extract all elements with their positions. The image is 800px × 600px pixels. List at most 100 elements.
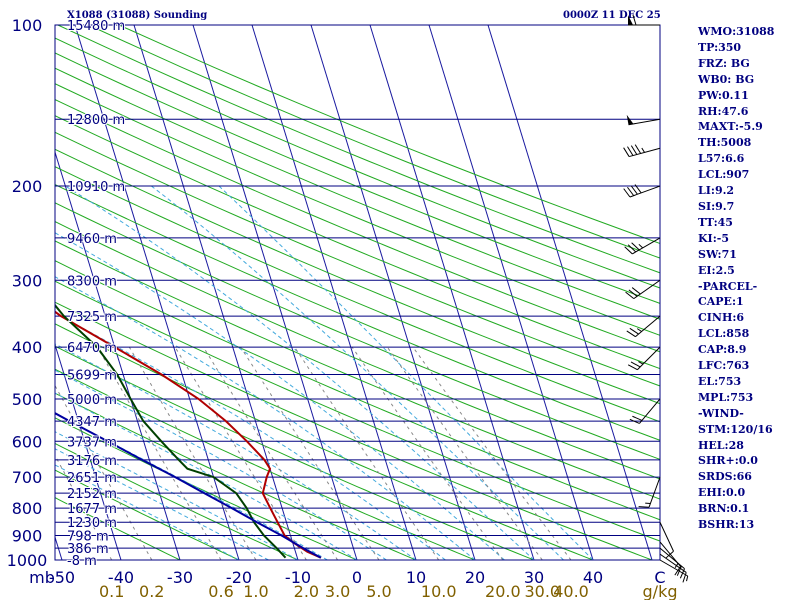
wind-barb: [623, 184, 661, 198]
wind-barb-half-feather: [686, 575, 689, 582]
mixing-ratio-label: 20.0: [485, 582, 521, 600]
height-label: 2152 m: [67, 487, 117, 502]
height-label: 4347 m: [67, 415, 117, 430]
index-item: WB0: BG: [698, 72, 755, 86]
pressure-tick-label: 300: [12, 271, 43, 290]
wind-barb: [659, 547, 685, 579]
wind-barb-half-feather: [638, 243, 644, 249]
index-item: FRZ: BG: [698, 56, 750, 70]
wind-barb-feather: [629, 418, 640, 424]
moist-adiabat: [151, 185, 564, 560]
pressure-tick-label: 400: [12, 338, 43, 357]
wind-barb-shaft: [637, 346, 661, 371]
isotherm-line: [192, 25, 358, 560]
wind-barb-feather: [630, 361, 641, 368]
mixing-ratio-label: 2.0: [294, 582, 319, 600]
temperature-tick-label: -50: [49, 568, 75, 587]
mixing-ratio-line: [128, 346, 257, 560]
pressure-tick-label: 500: [12, 390, 43, 409]
wind-barb-half-feather: [636, 328, 642, 332]
wind-barb: [625, 279, 661, 300]
index-item: SRDS:66: [698, 470, 752, 484]
wind-barb: [626, 315, 661, 338]
pressure-tick-label: 700: [12, 468, 43, 487]
temperature-tick-label: 0: [352, 568, 362, 587]
wind-barb-feather: [634, 144, 642, 154]
wind-barb-feather: [624, 246, 633, 255]
indices-panel: WMO:31088 TP:350 FRZ: BG WB0: BG PW:0.11 RH:4…: [698, 24, 798, 533]
pressure-tick-label: 100: [12, 16, 43, 35]
wind-barb-feather: [634, 184, 642, 194]
wind-barb-shaft: [659, 553, 687, 573]
wind-barb: [629, 398, 661, 424]
wind-barb-flag: [628, 15, 633, 25]
height-label: -8 m: [67, 554, 97, 569]
pressure-tick-label: 800: [12, 499, 43, 518]
index-item: TH:5008: [698, 136, 752, 150]
temperature-tick-label: 10: [406, 568, 426, 587]
index-item: LCL:907: [698, 168, 750, 182]
height-label: 7325 m: [67, 310, 117, 325]
wind-barb-half-feather: [674, 563, 679, 568]
wind-barb-shaft: [632, 237, 661, 255]
isotherm-line: [133, 25, 299, 560]
mixing-ratio-label: 1.0: [243, 582, 268, 600]
wind-barb-feather: [628, 289, 638, 297]
index-item: EI:2.5: [698, 263, 735, 277]
wind-barb-feather: [627, 244, 637, 253]
index-item: EL:753: [698, 374, 742, 388]
wind-barb-feather: [627, 186, 635, 196]
moist-adiabat: [55, 431, 299, 560]
wind-barb-half-feather: [638, 361, 644, 365]
index-item: KI:-5: [698, 231, 729, 245]
wind-barb: [623, 144, 661, 158]
index-item: BRN:0.1: [698, 502, 750, 516]
index-item: TP:350: [698, 40, 742, 54]
mixing-ratio-label: 0.6: [208, 582, 233, 600]
parcel-line: [55, 412, 322, 559]
wind-barb-feather: [632, 14, 637, 26]
wind-barb-shaft: [629, 185, 661, 198]
wind-barb-feather: [682, 572, 687, 583]
valid-time: 0000Z 11 DEC 25: [563, 10, 661, 21]
isotherm-line: [428, 25, 594, 560]
plot-frame: [54, 24, 661, 561]
height-label: 5000 m: [67, 393, 117, 408]
wind-barb-feather: [630, 185, 638, 195]
temperature-tick-label: 30: [524, 568, 544, 587]
height-label: 798 m: [67, 530, 109, 545]
index-item: PW:0.11: [698, 88, 749, 102]
index-item: RH:47.6: [698, 104, 749, 118]
dewpoint-line: [55, 303, 287, 559]
index-item: SW:71: [698, 247, 737, 261]
isotherm-line: [310, 25, 476, 560]
index-item: LI:9.2: [698, 184, 735, 198]
mixing-ratio-label: 0.1: [99, 582, 124, 600]
mixing-ratio-label: 10.0: [421, 582, 457, 600]
index-item: -PARCEL-: [698, 279, 758, 293]
mixing-ratio-line: [202, 346, 339, 560]
height-label: 3176 m: [67, 454, 117, 469]
temperature-tick-label: -20: [226, 568, 252, 587]
temperature-line: [55, 310, 322, 559]
index-item: L57:6.6: [698, 152, 745, 166]
wind-barb: [659, 559, 689, 582]
height-label: 386 m: [67, 542, 109, 557]
wind-barb-shaft: [648, 476, 661, 508]
moist-adiabat: [55, 448, 269, 560]
height-label: 6470 m: [67, 341, 117, 356]
wind-barb-shaft: [639, 398, 661, 424]
isotherm-line: [251, 25, 417, 560]
temperature-unit-label: C: [654, 568, 665, 587]
index-item: -WIND-: [698, 406, 744, 420]
wind-barb-shaft: [635, 315, 661, 338]
wind-barb-feather: [625, 291, 635, 300]
wind-barb-feather: [638, 506, 650, 508]
mixing-ratio-label: 30.0: [524, 582, 560, 600]
index-item: EHI:0.0: [698, 486, 746, 500]
index-item: SI:9.7: [698, 199, 735, 213]
wind-barb-feather: [631, 242, 640, 251]
index-item: CINH:6: [698, 311, 745, 325]
wind-barb: [628, 14, 660, 26]
